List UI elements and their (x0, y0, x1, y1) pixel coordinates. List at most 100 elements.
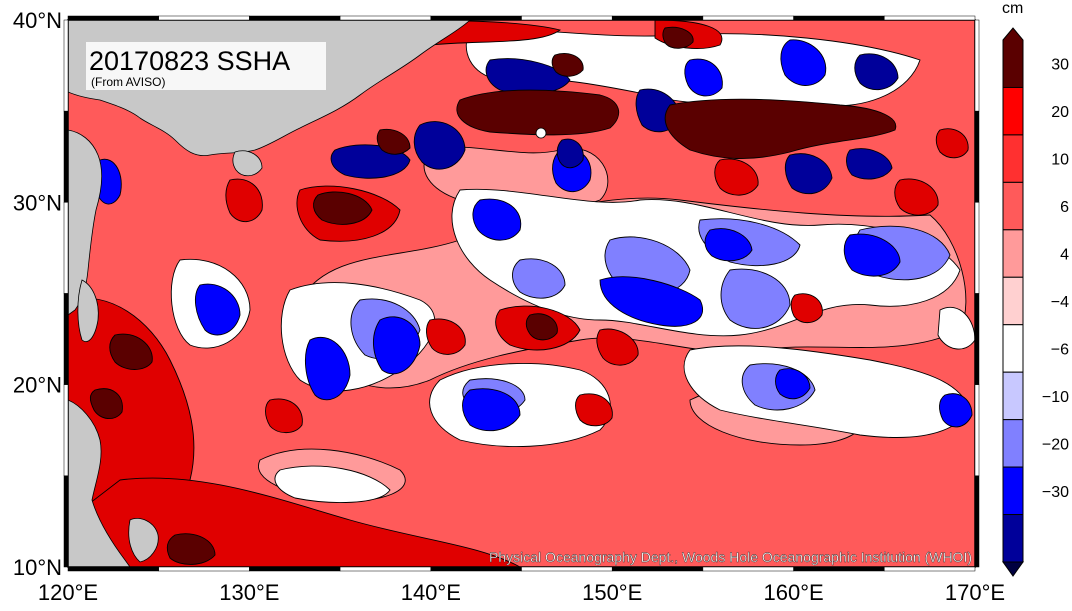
colorbar-label: 10 (1051, 152, 1069, 169)
colorbar-swatch (1002, 229, 1024, 278)
anomaly-patch (376, 128, 411, 155)
anomaly-patch (472, 198, 522, 241)
anomaly-patch (937, 306, 975, 350)
tick-band-bottom (249, 566, 341, 572)
anomaly-patch (462, 388, 521, 432)
anomaly-patch (451, 188, 961, 337)
philippines-land (68, 399, 131, 567)
anomaly-patch (780, 39, 827, 86)
anomaly-patch (714, 158, 759, 196)
colorbar-label: −20 (1042, 436, 1069, 453)
anomaly-patch (784, 153, 833, 195)
anomaly-spot (535, 127, 547, 139)
anomaly-patch (939, 393, 973, 428)
anomaly-patch (456, 89, 620, 136)
anomaly-patch (575, 393, 613, 427)
colorbar-label: 6 (1060, 199, 1069, 216)
tick-band-right (974, 475, 980, 568)
anomaly-patch (775, 368, 811, 400)
tick-band-bottom (702, 566, 794, 572)
colorbar-swatch (1002, 324, 1024, 373)
longitude-label: 130°E (219, 580, 279, 605)
anomaly-patch (413, 121, 466, 170)
colorbar-label: 4 (1060, 247, 1069, 264)
latitude-label: 20°N (13, 373, 62, 398)
title-box: 20170823 SSHA (From AVISO) (86, 42, 326, 90)
tick-band-top (430, 15, 522, 21)
anomaly-field (68, 20, 975, 567)
anomaly-patch (556, 138, 584, 169)
latitude-label: 40°N (13, 8, 62, 33)
tick-band-top (67, 15, 159, 21)
colorbar-swatch (1002, 276, 1024, 326)
anomaly-patch (664, 98, 897, 160)
negative-medium-patches (94, 39, 973, 432)
tick-band-top (521, 15, 613, 21)
anomaly-patch (846, 148, 893, 180)
anomaly-patch (525, 313, 558, 341)
colorbar-label: 30 (1051, 57, 1069, 74)
anomaly-patch (194, 283, 241, 336)
anomaly-patch (512, 258, 566, 299)
latitude-label: 30°N (13, 190, 62, 215)
longitude-label: 160°E (764, 580, 824, 605)
anomaly-patch (109, 333, 153, 370)
anomaly-patch (704, 228, 753, 262)
map-plot-area: Physical Oceanography Dept., Woods Hole … (68, 20, 975, 567)
tick-band-bottom (158, 566, 250, 572)
tick-band-top (339, 15, 432, 21)
tick-band-bottom (430, 566, 522, 572)
anomaly-patch (662, 26, 694, 49)
tick-band-left (63, 19, 69, 112)
tick-band-bottom (67, 566, 159, 572)
colorbar-swatch (1002, 419, 1024, 468)
tick-band-left (63, 475, 69, 568)
longitude-label: 140°E (401, 580, 461, 605)
longitude-label: 150°E (582, 580, 642, 605)
anomaly-patch (551, 53, 584, 77)
tick-band-bottom (793, 566, 885, 572)
colorbar-label: 20 (1051, 104, 1069, 121)
credit-text: Physical Oceanography Dept., Woods Hole … (489, 549, 972, 565)
tick-band-top (611, 15, 704, 21)
colorbar-swatch (1002, 134, 1024, 183)
anomaly-patch (265, 398, 303, 434)
tick-band-bottom (521, 566, 613, 572)
colorbar-label: −10 (1042, 389, 1069, 406)
colorbar-swatch (1002, 86, 1024, 136)
anomaly-patch (599, 276, 703, 327)
colorbar-swatch (1002, 371, 1024, 421)
anomaly-patch (843, 233, 901, 277)
anomaly-patch (304, 337, 351, 401)
colorbar: cm 30 20 10 6 4 −4 −6 −10 −20 −30 (1002, 0, 1069, 577)
anomaly-patch (426, 318, 466, 355)
anomaly-patch (313, 191, 373, 225)
tick-band-right (974, 202, 980, 294)
latitude-label: 10°N (13, 555, 62, 580)
anomaly-patch (894, 178, 939, 216)
colorbar-bottom-swatch (1002, 561, 1024, 577)
negative-strong-patches (330, 53, 899, 195)
tick-band-left (63, 293, 69, 385)
anomaly-patch (166, 533, 216, 565)
tick-band-right (974, 293, 980, 385)
source-note: (From AVISO) (91, 75, 165, 89)
colorbar-label: −4 (1051, 294, 1069, 311)
tick-band-top (158, 15, 250, 21)
colorbar-unit: cm (1002, 0, 1023, 17)
kyushu-land (232, 150, 263, 177)
anomaly-patch (274, 465, 391, 503)
tick-band-top (884, 15, 976, 21)
colorbar-top-swatch (1002, 27, 1024, 88)
colorbar-label: −30 (1042, 484, 1069, 501)
axis-tick-bands (63, 15, 980, 572)
anomaly-patch (373, 316, 421, 375)
tick-band-left (63, 384, 69, 477)
colorbar-swatch (1002, 181, 1024, 231)
longitude-labels: 120°E 130°E 140°E 150°E 160°E 170°E (38, 580, 1005, 605)
tick-band-bottom (339, 566, 432, 572)
colorbar-label: −6 (1051, 341, 1069, 358)
map-title: 20170823 SSHA (89, 46, 290, 76)
tick-band-left (63, 202, 69, 294)
